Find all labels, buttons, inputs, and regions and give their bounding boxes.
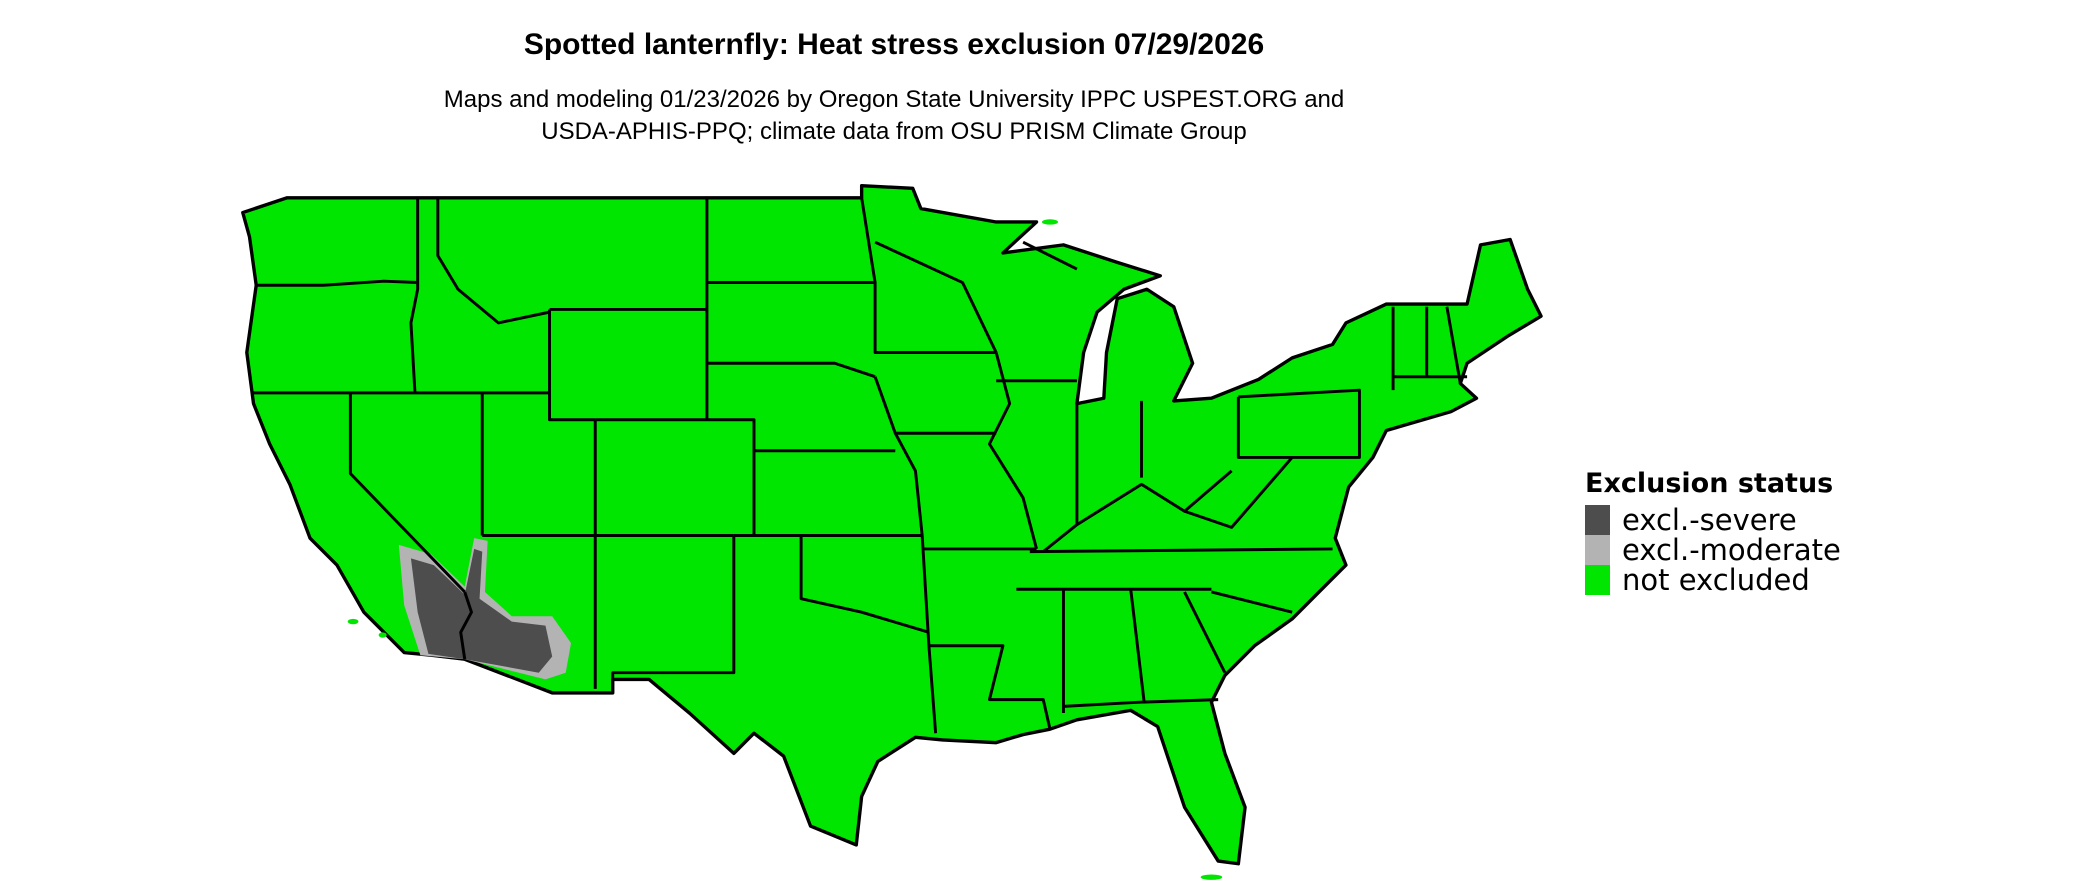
legend-label: excl.-severe <box>1622 503 1797 537</box>
legend-swatch-severe <box>1585 505 1610 535</box>
subtitle-line-2: USDA-APHIS-PPQ; climate data from OSU PR… <box>541 118 1247 145</box>
legend-swatch-not-excluded <box>1585 565 1610 595</box>
legend-swatch-moderate <box>1585 535 1610 565</box>
excluded-severe-area <box>410 548 553 673</box>
legend: Exclusion status excl.-severe excl.-mode… <box>1585 468 1841 595</box>
legend-label: excl.-moderate <box>1622 533 1841 567</box>
legend-item-not-excluded: not excluded <box>1585 565 1841 595</box>
us-outline <box>241 183 1543 866</box>
map-title: Spotted lanternfly: Heat stress exclusio… <box>523 28 1265 61</box>
legend-item-moderate: excl.-moderate <box>1585 535 1841 565</box>
state-borders <box>253 197 1468 734</box>
legend-label: not excluded <box>1622 563 1810 597</box>
map-subtitle: Maps and modeling 01/23/2026 by Oregon S… <box>0 84 1788 148</box>
subtitle-line-1: Maps and modeling 01/23/2026 by Oregon S… <box>443 86 1345 113</box>
legend-item-severe: excl.-severe <box>1585 505 1841 535</box>
islands <box>347 219 1223 880</box>
legend-title: Exclusion status <box>1585 468 1834 499</box>
